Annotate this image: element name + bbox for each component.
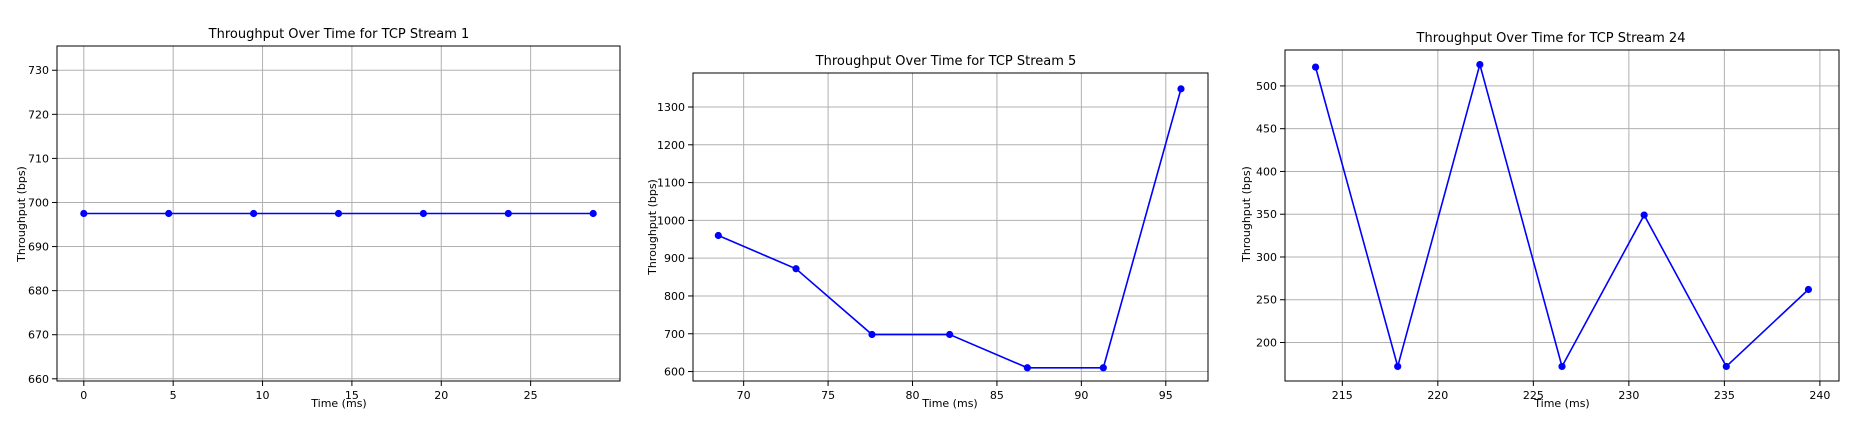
y-tick-label: 300: [1256, 251, 1277, 264]
chart-title: Throughput Over Time for TCP Stream 24: [1416, 31, 1686, 46]
y-tick-label: 700: [664, 328, 685, 341]
y-tick-label: 1100: [657, 177, 685, 190]
data-point: [165, 209, 173, 218]
data-point: [1558, 362, 1566, 371]
data-point: [1640, 211, 1648, 219]
x-tick-label: 85: [990, 389, 1004, 402]
x-tick-label: 75: [821, 389, 835, 402]
data-point: [1804, 285, 1813, 294]
y-tick-label: 690: [28, 241, 49, 254]
x-tick-label: 220: [1427, 389, 1448, 402]
y-tick-label: 660: [28, 373, 49, 386]
data-point: [714, 231, 722, 240]
x-tick-label: 70: [737, 389, 751, 402]
chart-panel-stream-1: Throughput Over Time for TCP Stream 1 0 5…: [15, 27, 621, 410]
x-tick-label: 95: [1159, 389, 1173, 402]
data-point: [589, 209, 597, 218]
data-point: [1177, 85, 1185, 93]
x-tick-label: 230: [1618, 389, 1639, 402]
plot-frame: [692, 72, 1209, 382]
series-line: [1314, 61, 1809, 370]
y-tick-label: 450: [1256, 123, 1277, 136]
series-line: [718, 88, 1182, 369]
x-tick-label: 235: [1714, 389, 1735, 402]
plot-frame: [56, 45, 621, 382]
x-axis-label: Time (ms): [310, 397, 366, 410]
y-tick-label: 1300: [657, 101, 685, 114]
plot-frame: [1284, 49, 1840, 382]
data-point: [1311, 63, 1320, 71]
x-tick-label: 90: [1074, 389, 1088, 402]
data-point: [250, 209, 258, 218]
data-point: [334, 209, 343, 218]
data-point: [868, 330, 876, 339]
x-tick-label: 0: [80, 389, 87, 402]
chart-title: Throughput Over Time for TCP Stream 1: [208, 27, 470, 42]
x-tick-label: 5: [170, 389, 177, 402]
data-point: [1023, 364, 1031, 372]
data-point: [1099, 364, 1107, 372]
chart-title: Throughput Over Time for TCP Stream 5: [815, 54, 1077, 69]
data-point: [1722, 362, 1730, 371]
x-axis-label: Time (ms): [921, 397, 977, 410]
x-tick-label: 25: [524, 389, 538, 402]
y-tick-label: 500: [1256, 80, 1277, 93]
y-tick-label: 730: [28, 64, 49, 77]
y-axis-label: Throughput (bps): [1240, 166, 1253, 263]
x-tick-label: 10: [256, 389, 270, 402]
x-tick-label: 225: [1523, 389, 1544, 402]
data-point: [504, 209, 512, 218]
x-tick-label: 80: [906, 389, 920, 402]
y-tick-label: 400: [1256, 165, 1277, 178]
y-tick-label: 350: [1256, 208, 1277, 221]
y-tick-label: 900: [664, 252, 685, 265]
y-tick-label: 670: [28, 329, 49, 342]
data-point: [792, 265, 800, 273]
y-tick-label: 1000: [657, 214, 685, 227]
data-point: [1476, 60, 1484, 69]
chart-panel-stream-5: Throughput Over Time for TCP Stream 5 70…: [646, 54, 1209, 410]
x-tick-label: 20: [434, 389, 448, 402]
y-tick-label: 600: [664, 366, 685, 379]
y-tick-label: 720: [28, 108, 49, 121]
x-axis-label: Time (ms): [1533, 397, 1589, 410]
y-axis-label: Throughput (bps): [646, 179, 659, 276]
x-tick-label: 240: [1809, 389, 1830, 402]
x-tick-label: 215: [1332, 389, 1353, 402]
x-tick-label: 15: [345, 389, 359, 402]
y-axis-label: Throughput (bps): [15, 166, 28, 263]
y-tick-label: 800: [664, 290, 685, 303]
y-tick-label: 680: [28, 285, 49, 298]
data-point: [946, 330, 954, 339]
y-tick-label: 200: [1256, 337, 1277, 350]
chart-panel-stream-24: Throughput Over Time for TCP Stream 24 2…: [1240, 31, 1840, 410]
data-point: [419, 209, 427, 218]
y-tick-label: 250: [1256, 294, 1277, 307]
y-tick-label: 700: [28, 196, 49, 209]
y-tick-label: 710: [28, 152, 49, 165]
y-tick-label: 1200: [657, 139, 685, 152]
data-point: [80, 209, 88, 218]
data-point: [1394, 362, 1402, 371]
